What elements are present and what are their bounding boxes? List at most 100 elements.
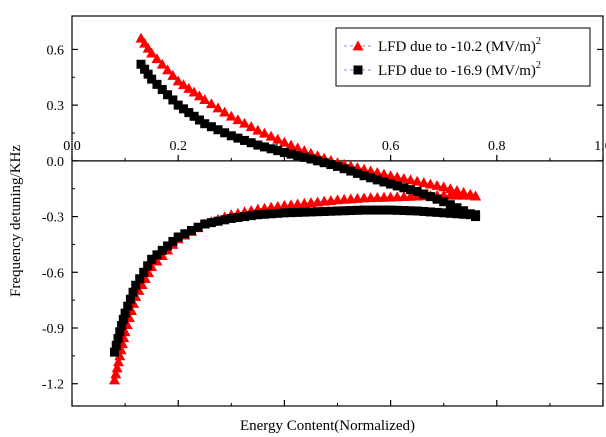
data-point [406,185,416,195]
data-point [470,190,482,201]
data-point [286,208,296,218]
data-point [179,104,189,114]
data-point [273,208,283,218]
y-tick-label: -0.6 [42,266,64,281]
x-tick-label: 0.2 [169,139,187,154]
data-point [188,86,200,97]
data-point [123,301,133,311]
data-point [339,206,349,216]
data-point [200,119,210,129]
data-point [266,209,276,219]
data-point [279,148,289,157]
data-point [167,69,179,80]
data-point [339,164,349,174]
x-tick-label: 0.6 [382,139,400,154]
data-point [110,368,122,379]
data-point [471,210,481,220]
data-point [412,206,422,216]
data-point [399,206,409,216]
data-point [147,254,157,264]
data-point [465,210,475,220]
data-point [168,95,178,105]
data-point [252,124,264,135]
data-point [326,160,336,170]
data-point [425,207,435,217]
data-point [273,146,283,156]
data-point [114,350,126,361]
data-point [239,117,251,128]
data-point [152,250,162,260]
x-tick-label: 0.8 [488,139,506,154]
data-point [183,82,195,93]
data-point [299,152,309,162]
data-point [136,59,146,69]
data-point [418,177,430,188]
data-point [333,161,342,171]
data-point [135,274,145,284]
data-point [112,356,124,367]
data-point [266,144,276,154]
data-point [246,138,256,148]
data-point [113,334,123,344]
data-point [313,207,323,217]
data-point [189,111,199,121]
data-point [162,64,174,75]
data-point [379,177,389,187]
data-point [178,79,190,90]
y-tick-label: -0.9 [42,322,64,337]
data-point [293,207,303,217]
legend: LFD due to -10.2 (MV/m)2 LFD due to -16.9… [335,27,591,87]
data-point [438,181,450,192]
data-point [233,213,243,222]
data-point [245,121,257,132]
legend-marker [353,65,363,75]
data-point [232,114,244,125]
data-point [419,206,429,216]
data-point [157,85,167,95]
x-axis-label: Energy Content(Normalized) [240,418,415,434]
data-point [225,110,237,121]
data-point [168,236,178,246]
data-point [125,294,135,304]
data-point [372,205,382,215]
data-point [140,64,150,74]
data-point [180,229,190,239]
series-line [113,209,476,353]
data-point [459,209,469,219]
y-ticks: 0.6 0.3 0.0 -0.3 -0.6 -0.9 -1.2 [42,43,603,393]
data-point [118,314,128,324]
data-point [359,205,369,215]
data-point [392,181,402,191]
data-point [156,58,168,69]
data-point [193,90,205,101]
data-point [259,142,269,152]
y-tick-label: 0.3 [47,99,65,114]
data-point [147,74,157,84]
data-point [445,208,455,218]
data-point [205,98,217,109]
data-point [366,173,376,183]
data-point [111,362,123,373]
data-point [319,158,329,168]
data-point [117,321,127,331]
data-point [405,174,417,185]
data-point [184,108,194,118]
data-point [285,139,297,150]
data-point [240,135,250,145]
y-tick-label: -0.3 [42,211,64,226]
data-point [346,206,356,216]
data-point [163,90,173,100]
data-point [439,208,449,218]
data-point [143,261,153,271]
data-point [352,168,362,178]
data-point [452,203,462,213]
data-point [326,206,336,216]
data-point [432,207,442,217]
data-point [226,131,236,141]
data-point [233,133,243,143]
data-point [186,226,196,235]
data-point [359,171,369,181]
data-point [313,156,323,166]
legend-label: LFD due to -10.2 (MV/m)2 [378,36,541,55]
data-point [152,79,162,89]
